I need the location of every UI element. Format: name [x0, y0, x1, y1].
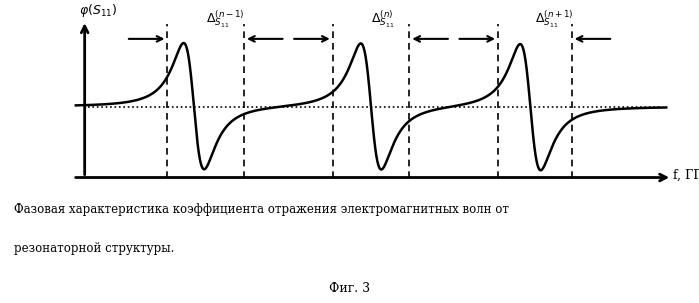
Text: $\Delta_{S_{11}}^{(n-1)}$: $\Delta_{S_{11}}^{(n-1)}$ [206, 8, 245, 30]
Text: $\Delta_{S_{11}}^{(n)}$: $\Delta_{S_{11}}^{(n)}$ [371, 8, 394, 30]
Text: Фазовая характеристика коэффициента отражения электромагнитных волн от: Фазовая характеристика коэффициента отра… [14, 203, 509, 216]
Text: $\Delta_{S_{11}}^{(n+1)}$: $\Delta_{S_{11}}^{(n+1)}$ [535, 8, 573, 30]
Text: f, ГГц: f, ГГц [673, 169, 699, 182]
Text: $\varphi(S_{11})$: $\varphi(S_{11})$ [79, 2, 117, 19]
Text: Фиг. 3: Фиг. 3 [329, 282, 370, 295]
Text: резонаторной структуры.: резонаторной структуры. [14, 242, 174, 255]
